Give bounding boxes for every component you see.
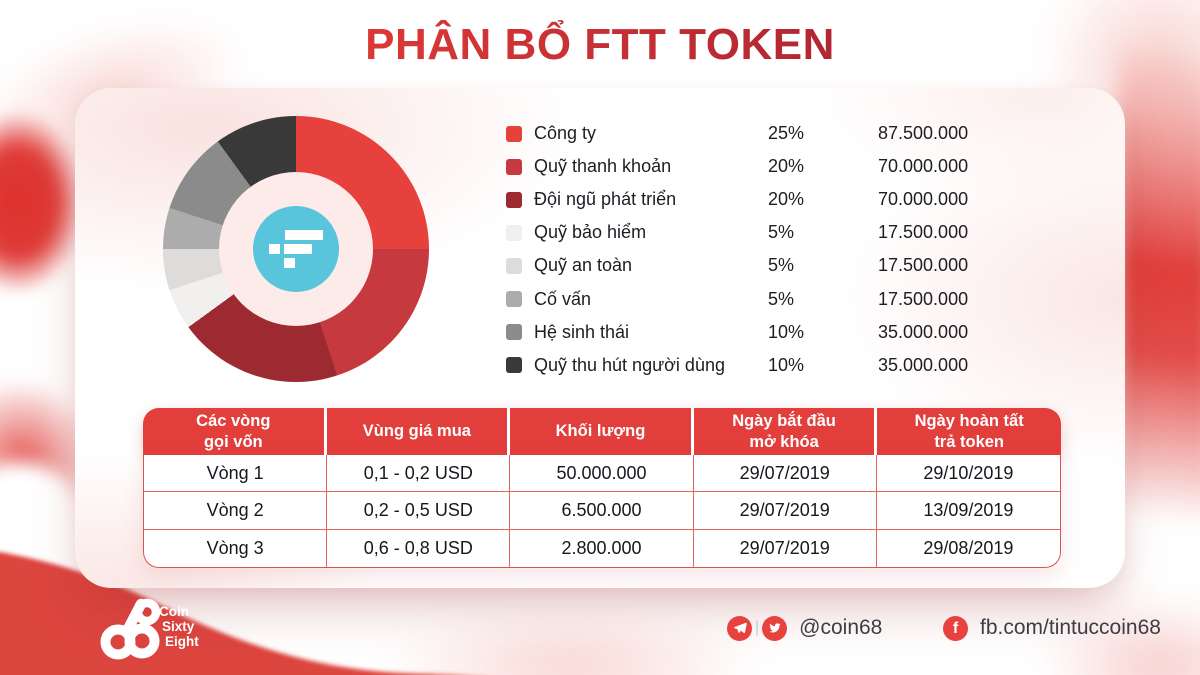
social-separator: | xyxy=(755,619,760,636)
legend-item: Cố vấn 5% 17.500.000 xyxy=(506,282,1006,315)
legend-percent: 5% xyxy=(768,255,795,276)
ftx-logo-glyph xyxy=(269,230,323,268)
social-handle[interactable]: @coin68 xyxy=(799,616,883,639)
legend-item: Quỹ thanh khoản 20% 70.000.000 xyxy=(506,150,1006,183)
legend-label: Quỹ thu hút người dùng xyxy=(534,354,725,375)
logo-text-eight: Eight xyxy=(165,634,199,649)
legend-percent: 20% xyxy=(768,156,805,177)
legend-item: Quỹ thu hút người dùng 10% 35.000.000 xyxy=(506,349,1006,382)
ftx-logo-icon xyxy=(253,206,339,292)
facebook-icon[interactable]: f xyxy=(943,615,968,641)
chart-legend: Công ty 25% 87.500.000 Quỹ thanh khoản 2… xyxy=(506,117,1006,382)
legend-percent: 5% xyxy=(768,288,795,309)
legend-label: Quỹ an toàn xyxy=(534,255,633,276)
table-cell: 29/08/2019 xyxy=(923,537,1014,558)
legend-label: Quỹ thanh khoản xyxy=(534,156,672,177)
legend-item: Quỹ bảo hiểm 5% 17.500.000 xyxy=(506,216,1006,249)
legend-swatch xyxy=(506,125,522,142)
table-cell: 29/07/2019 xyxy=(694,455,877,492)
table-cell: Vòng 2 xyxy=(144,492,328,529)
legend-item: Hệ sinh thái 10% 35.000.000 xyxy=(506,316,1006,349)
legend-swatch xyxy=(506,324,522,341)
table-cell: 13/09/2019 xyxy=(923,499,1014,520)
legend-label: Công ty xyxy=(534,123,597,144)
donut-chart xyxy=(163,116,429,382)
table-cell: 29/07/2019 xyxy=(694,529,877,567)
legend-amount: 17.500.000 xyxy=(878,222,969,243)
legend-amount: 35.000.000 xyxy=(878,321,969,342)
legend-swatch xyxy=(506,257,522,274)
donut-hole xyxy=(219,172,373,326)
legend-percent: 10% xyxy=(768,354,805,375)
legend-item: Quỹ an toàn 5% 17.500.000 xyxy=(506,249,1006,282)
legend-swatch xyxy=(506,191,522,208)
legend-percent: 10% xyxy=(768,321,805,342)
twitter-icon[interactable] xyxy=(762,615,788,641)
legend-amount: 17.500.000 xyxy=(878,255,969,276)
legend-amount: 35.000.000 xyxy=(878,354,969,375)
legend-label: Quỹ bảo hiểm xyxy=(534,222,647,243)
table-header-cell: Các vòng gọi vốn xyxy=(143,408,327,455)
bg-white-notch xyxy=(0,462,84,580)
legend-item: Công ty 25% 87.500.000 xyxy=(506,117,1006,150)
table-header-cell: Ngày hoàn tất trả token xyxy=(914,411,1024,451)
table-row: Vòng 3 0,6 - 0,8 USD 2.800.000 29/07/201… xyxy=(144,529,1060,567)
bg-blob-right xyxy=(1118,42,1200,547)
table-cell: 0,6 - 0,8 USD xyxy=(327,529,511,567)
legend-item: Đội ngũ phát triển 20% 70.000.000 xyxy=(506,183,1006,216)
table-cell: 29/07/2019 xyxy=(694,492,877,529)
table-cell: Vòng 1 xyxy=(144,455,328,492)
legend-label: Đội ngũ phát triển xyxy=(534,189,677,210)
table-header-cell: Khối lượng xyxy=(510,408,694,455)
legend-swatch xyxy=(506,224,522,241)
legend-amount: 87.500.000 xyxy=(878,123,969,144)
table-header-cell: Vùng giá mua xyxy=(327,408,511,455)
coin68-logo-glyph: Coin Sixty Eight xyxy=(100,598,199,660)
legend-percent: 20% xyxy=(768,189,805,210)
legend-swatch xyxy=(506,357,522,374)
table-cell: 2.800.000 xyxy=(510,529,694,567)
table-cell: 0,2 - 0,5 USD xyxy=(327,492,511,529)
facebook-url[interactable]: fb.com/tintuccoin68 xyxy=(980,616,1161,639)
logo-text-sixty: Sixty xyxy=(162,619,195,634)
table-cell: 29/10/2019 xyxy=(923,462,1014,483)
table-cell: Vòng 3 xyxy=(144,529,328,567)
legend-amount: 17.500.000 xyxy=(878,288,969,309)
table-header-cell: Ngày bắt đầu mở khóa xyxy=(694,408,878,455)
legend-percent: 5% xyxy=(768,222,795,243)
table-row: Vòng 2 0,2 - 0,5 USD 6.500.000 29/07/201… xyxy=(144,492,1060,530)
legend-label: Cố vấn xyxy=(534,288,592,309)
bg-wash-bottom-center xyxy=(380,612,760,675)
legend-amount: 70.000.000 xyxy=(878,189,969,210)
table-cell: 0,1 - 0,2 USD xyxy=(327,455,511,492)
table-cell: 6.500.000 xyxy=(510,492,694,529)
table-body: Vòng 1 0,1 - 0,2 USD 50.000.000 29/07/20… xyxy=(143,455,1061,568)
vesting-table: Các vòng gọi vốn Vùng giá mua Khối lượng… xyxy=(143,408,1061,568)
table-row: Vòng 1 0,1 - 0,2 USD 50.000.000 29/07/20… xyxy=(144,455,1060,493)
page-title: PHÂN BỔ FTT TOKEN xyxy=(0,20,1200,70)
facebook-link: f fb.com/tintuccoin68 xyxy=(943,614,1161,642)
logo-text-coin: Coin xyxy=(159,604,189,619)
legend-swatch xyxy=(506,158,522,175)
legend-label: Hệ sinh thái xyxy=(534,321,630,342)
table-header-row: Các vòng gọi vốn Vùng giá mua Khối lượng… xyxy=(143,408,1061,455)
legend-percent: 25% xyxy=(768,123,805,144)
legend-amount: 70.000.000 xyxy=(878,156,969,177)
coin68-logo: Coin Sixty Eight xyxy=(96,595,226,675)
social-links: | @coin68 xyxy=(727,614,882,642)
table-cell: 50.000.000 xyxy=(510,455,694,492)
telegram-icon[interactable] xyxy=(727,615,752,641)
legend-swatch xyxy=(506,291,522,308)
